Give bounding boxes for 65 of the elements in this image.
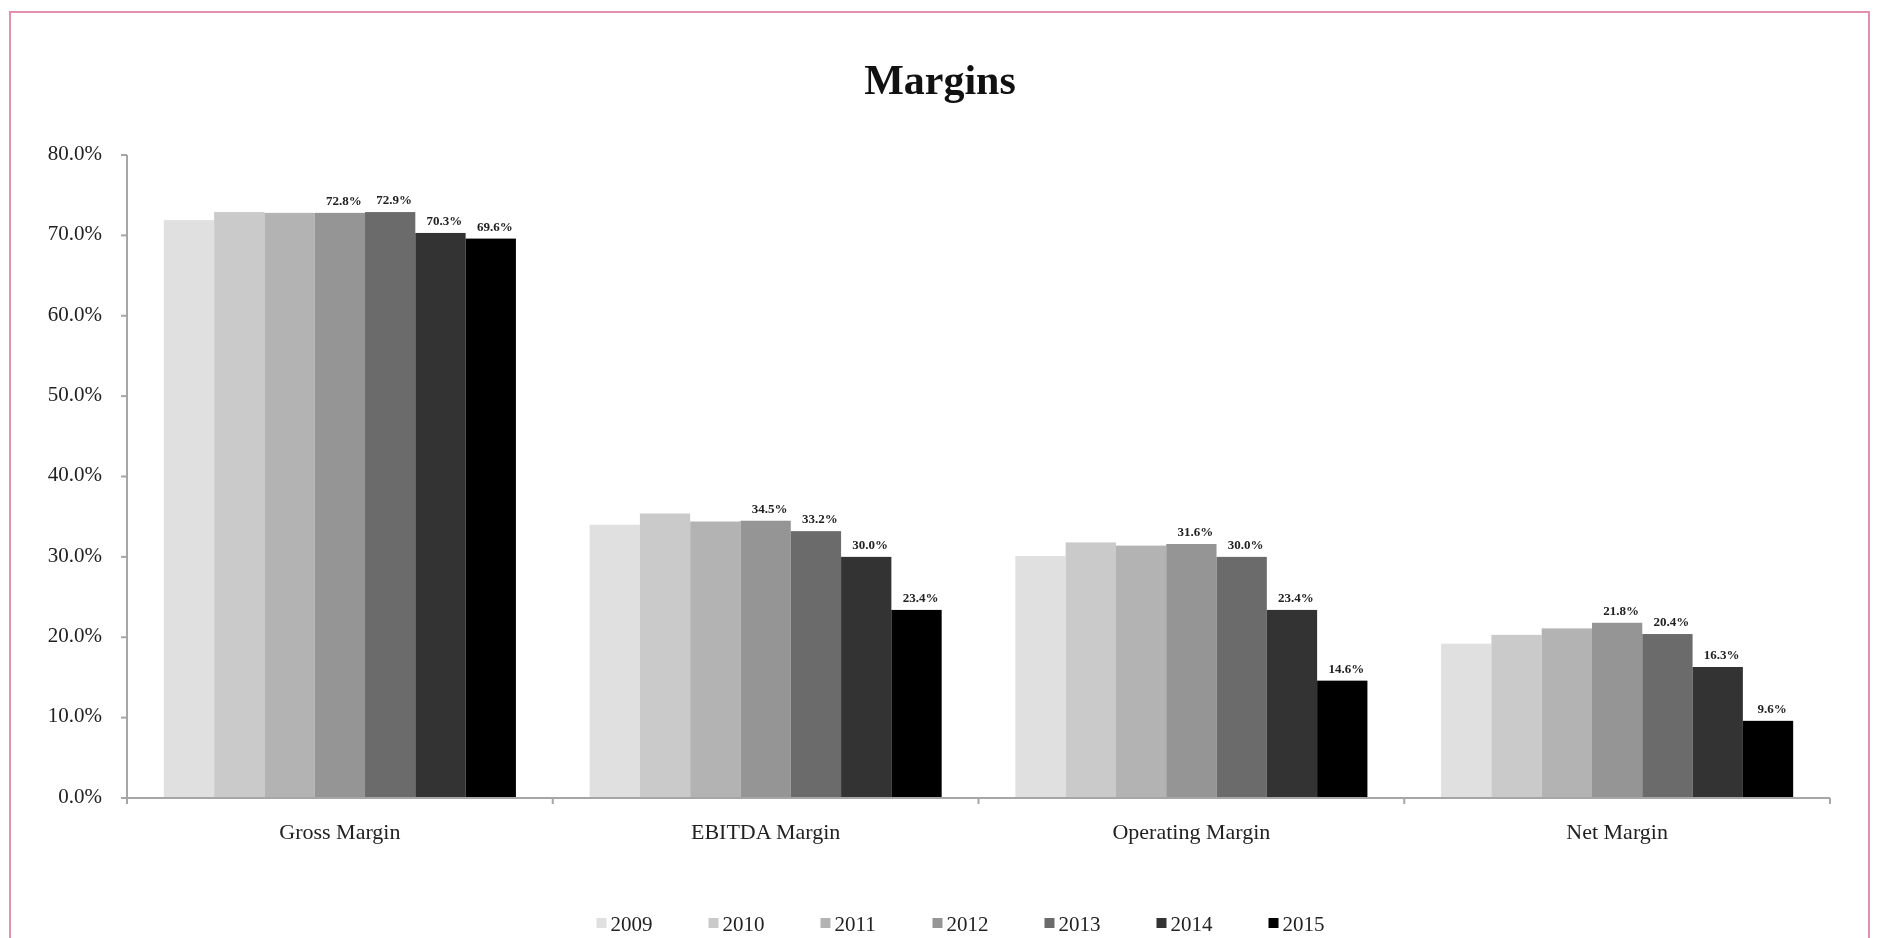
- y-tick-label: 40.0%: [47, 462, 102, 487]
- legend-label: 2010: [722, 911, 765, 936]
- x-tick-label: Net Margin: [1566, 819, 1668, 845]
- data-label: 72.8%: [326, 192, 362, 208]
- data-label: 20.4%: [1653, 614, 1690, 630]
- bar: [163, 220, 215, 798]
- data-label: 30.0%: [852, 536, 889, 552]
- data-label: 21.8%: [1603, 602, 1639, 618]
- bar: [1317, 680, 1368, 798]
- bar: [1642, 634, 1693, 798]
- bar: [214, 212, 265, 798]
- x-tick-label: Gross Margin: [279, 819, 401, 845]
- bar: [589, 524, 640, 798]
- data-label: 30.0%: [1227, 536, 1264, 552]
- bar: [1742, 720, 1794, 798]
- bar: [639, 513, 691, 798]
- chart-title: Margins: [864, 56, 1016, 103]
- data-label: 69.6%: [476, 218, 513, 234]
- bar: [740, 520, 791, 798]
- legend-label: 2011: [834, 911, 876, 936]
- data-label: 33.2%: [802, 511, 838, 527]
- data-label: 23.4%: [1278, 589, 1314, 605]
- data-label: 23.4%: [902, 589, 939, 605]
- bar: [365, 212, 416, 798]
- bar: [1692, 666, 1743, 798]
- legend-label: 2012: [946, 911, 989, 936]
- y-tick-label: 70.0%: [47, 221, 102, 246]
- y-tick-label: 80.0%: [47, 140, 102, 165]
- bar: [1591, 622, 1643, 798]
- data-label: 14.6%: [1328, 660, 1365, 676]
- legend-label: 2009: [610, 911, 653, 936]
- x-tick-label: Operating Margin: [1112, 819, 1271, 845]
- legend-label: 2014: [1170, 911, 1213, 936]
- y-tick-label: 10.0%: [47, 703, 102, 728]
- data-label: 31.6%: [1177, 524, 1214, 540]
- legend-label: 2013: [1058, 911, 1101, 936]
- data-label: 70.3%: [426, 212, 463, 228]
- bar: [1015, 556, 1066, 798]
- data-label: 34.5%: [751, 500, 788, 516]
- data-label: 9.6%: [1757, 700, 1787, 716]
- bar: [314, 212, 366, 798]
- y-tick-label: 30.0%: [47, 542, 102, 567]
- bar: [1541, 628, 1592, 798]
- y-tick-label: 60.0%: [47, 301, 102, 326]
- data-label: 72.9%: [376, 192, 413, 208]
- y-tick-label: 50.0%: [47, 381, 102, 406]
- bar: [415, 232, 466, 798]
- bar: [1115, 545, 1167, 798]
- y-tick-label: 20.0%: [47, 623, 102, 648]
- bar: [465, 238, 516, 798]
- bar: [1216, 556, 1267, 798]
- bar: [1166, 544, 1217, 798]
- bar: [1266, 609, 1318, 798]
- y-tick-label: 0.0%: [58, 783, 102, 808]
- bar: [1441, 643, 1492, 798]
- bar: [264, 212, 315, 798]
- bar: [690, 521, 741, 798]
- bar: [1065, 542, 1116, 798]
- bar: [891, 609, 942, 798]
- bar: [790, 531, 842, 798]
- data-label: 16.3%: [1703, 646, 1740, 662]
- legend-label: 2015: [1282, 911, 1325, 936]
- bar: [1491, 634, 1542, 798]
- bar: [841, 556, 892, 798]
- x-tick-label: EBITDA Margin: [690, 819, 841, 845]
